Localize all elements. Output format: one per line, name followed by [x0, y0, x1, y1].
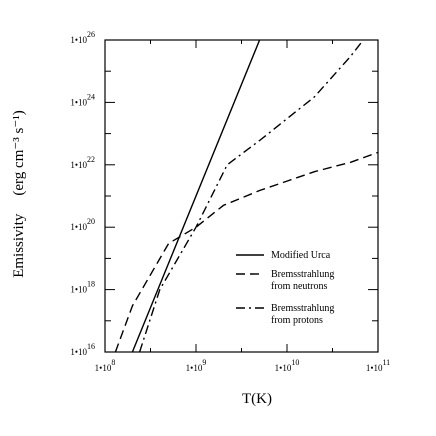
y-tick-label: 1•1018 [70, 280, 95, 295]
y-tick-label: 1•1022 [70, 155, 95, 170]
y-tick-label: 1•1020 [70, 217, 95, 232]
y-axis-title-main: Emissivity [11, 213, 27, 278]
x-tick-label: 1•1010 [275, 358, 300, 373]
series-line-solid [131, 40, 261, 352]
legend-label: Modified Urca [271, 250, 331, 261]
x-axis-title: T(K) [242, 391, 272, 407]
y-axis-title: Emissivity (erg cm⁻³ s⁻¹) [11, 110, 27, 278]
y-tick-label: 1•1024 [70, 92, 95, 107]
y-tick-label: 1•1026 [70, 30, 95, 45]
y-axis-title-unit: (erg cm⁻³ s⁻¹) [11, 110, 27, 195]
y-tick-label: 1•1016 [70, 342, 95, 357]
series-line-dashdot [138, 42, 362, 352]
legend-label: Bremsstrahlung from protons [271, 303, 334, 326]
legend-label: Bremsstrahlung from neutrons [271, 269, 334, 292]
x-tick-label: 1•108 [95, 358, 116, 373]
x-tick-label: 1•109 [186, 358, 207, 373]
plot-frame [104, 39, 379, 353]
x-tick-label: 1•1011 [366, 358, 390, 373]
series-line-dashed [114, 151, 378, 352]
